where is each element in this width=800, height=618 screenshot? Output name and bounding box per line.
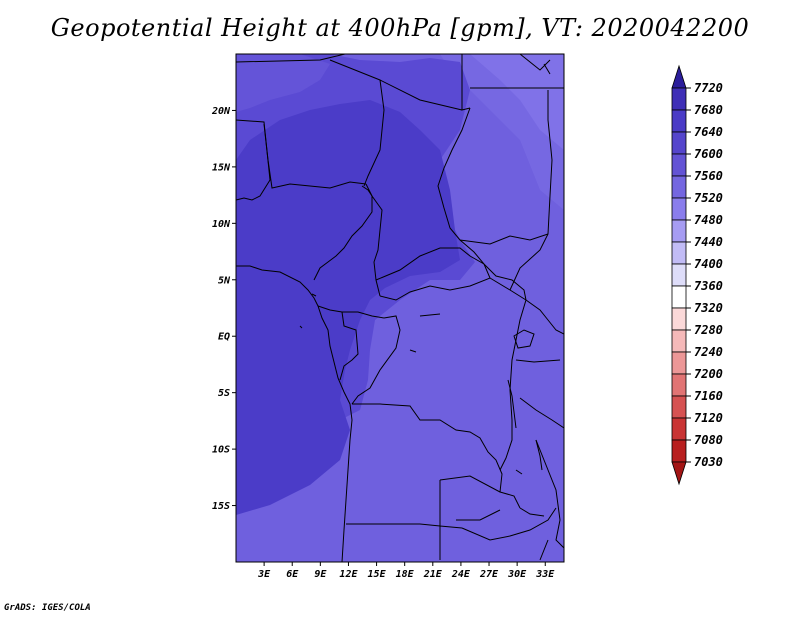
lat-tick-label: 5S — [218, 388, 230, 399]
lon-tick-label: 33E — [535, 569, 555, 580]
border-zambia — [439, 475, 501, 521]
colorbar-swatch — [671, 263, 687, 287]
border-mali-burkina — [236, 119, 271, 201]
border-cameroon-gabon — [317, 305, 385, 319]
border-gabon-congo — [339, 311, 359, 381]
border-sudan-southsudan — [459, 233, 549, 245]
country-borders — [236, 54, 564, 562]
colorbar-swatch — [671, 219, 687, 243]
colorbar-label: 7280 — [694, 323, 723, 337]
colorbar: 7720 7680 7640 7600 7560 7520 7480 7440 7400 7360… — [671, 64, 723, 486]
lat-tick-label: 10S — [212, 445, 230, 456]
colorbar-swatch — [671, 417, 687, 441]
colorbar-swatch — [671, 87, 687, 111]
colorbar-swatch — [671, 307, 687, 331]
colorbar-label: 7160 — [694, 389, 723, 403]
colorbar-bottom-arrow — [671, 461, 687, 486]
lake-tanganyika — [507, 379, 517, 429]
lon-tick-label: 18E — [396, 569, 415, 580]
grads-credit: GrADS: IGES/COLA — [4, 603, 91, 613]
field-region-7580 — [236, 54, 330, 112]
border-sudan-ethiopia — [509, 54, 553, 291]
colorbar-label: 7560 — [694, 169, 723, 183]
colorbar-label: 7720 — [694, 81, 723, 95]
latitude-axis: 20N 15N 10N 5N EQ 5S 10S 15S — [211, 106, 236, 512]
bioko-island — [311, 293, 317, 297]
lake-malawi — [535, 439, 543, 471]
colorbar-label: 7080 — [694, 433, 723, 447]
mozambique-coast — [519, 507, 549, 561]
border-tanzania — [515, 359, 564, 429]
border-mauritania-mali — [236, 54, 346, 63]
lon-tick-label: 24E — [451, 569, 471, 580]
border-nigeria-cameroon — [313, 183, 373, 281]
colorbar-label: 7680 — [694, 103, 723, 117]
lat-tick-label: 5N — [218, 275, 231, 286]
lon-tick-label: 9E — [314, 569, 327, 580]
colorbar-label: 7440 — [694, 235, 723, 249]
border-algeria-niger — [329, 59, 463, 111]
colorbar-label: 7240 — [694, 345, 723, 359]
colorbar-label: 7120 — [694, 411, 723, 425]
colorbar-swatch — [671, 351, 687, 375]
geopotential-field — [236, 54, 564, 562]
colorbar-swatch — [671, 109, 687, 133]
colorbar-label: 7600 — [694, 147, 723, 161]
border-libya-chad — [461, 54, 471, 111]
lake-victoria — [513, 329, 535, 349]
sao-tome — [299, 325, 303, 329]
border-botswana — [461, 507, 557, 541]
lat-tick-label: EQ — [218, 332, 230, 343]
border-niger-nigeria — [263, 123, 367, 189]
field-region-7640a — [236, 100, 460, 515]
lat-tick-label: 15S — [212, 501, 230, 512]
colorbar-swatch — [671, 329, 687, 353]
lon-tick-label: 15E — [368, 569, 387, 580]
lake-chad — [361, 185, 373, 197]
colorbar-top-arrow — [671, 64, 687, 89]
lat-tick-label: 20N — [211, 106, 231, 117]
border-angola-namibia — [346, 480, 463, 560]
colorbar-label: 7640 — [694, 125, 723, 139]
colorbar-swatch — [671, 241, 687, 265]
border-malawi-mozambique — [535, 439, 564, 549]
colorbar-label: 7200 — [694, 367, 723, 381]
lakes-drc — [409, 313, 523, 475]
lat-tick-label: 10N — [212, 219, 231, 230]
colorbar-label: 7480 — [694, 213, 723, 227]
colorbar-swatch — [671, 285, 687, 309]
colorbar-label: 7520 — [694, 191, 723, 205]
lon-tick-label: 6E — [286, 569, 299, 580]
border-niger-chad — [363, 79, 385, 187]
border-drc-angola — [352, 403, 521, 509]
lat-tick-label: 15N — [212, 162, 231, 173]
border-uganda-kenya — [525, 299, 564, 335]
border-chad-sudan — [437, 107, 491, 279]
border-car — [375, 247, 527, 301]
coastline-west — [236, 265, 353, 562]
colorbar-label: 7360 — [694, 279, 723, 293]
colorbar-swatch — [671, 131, 687, 155]
colorbar-swatch — [671, 197, 687, 221]
colorbar-swatch — [671, 153, 687, 177]
longitude-axis: 3E 6E 9E 12E 15E 18E 21E 24E 27E 30E 33E — [257, 562, 555, 580]
lon-tick-label: 27E — [479, 569, 499, 580]
colorbar-label: 7320 — [694, 301, 723, 315]
map-frame — [235, 53, 565, 563]
lon-tick-label: 30E — [507, 569, 527, 580]
colorbar-swatch — [671, 175, 687, 199]
colorbar-swatch — [671, 439, 687, 463]
border-car-drc — [379, 277, 527, 301]
border-congo-drc — [351, 315, 401, 405]
colorbar-swatch — [671, 373, 687, 397]
map-title: Geopotential Height at 400hPa [gpm], VT:… — [50, 14, 750, 42]
field-region-7520 — [470, 54, 564, 150]
lon-tick-label: 21E — [423, 569, 443, 580]
lon-tick-label: 12E — [339, 569, 358, 580]
lon-tick-label: 3E — [257, 569, 271, 580]
colorbar-swatch — [671, 395, 687, 419]
colorbar-label: 7400 — [694, 257, 723, 271]
colorbar-label: 7030 — [694, 455, 723, 469]
